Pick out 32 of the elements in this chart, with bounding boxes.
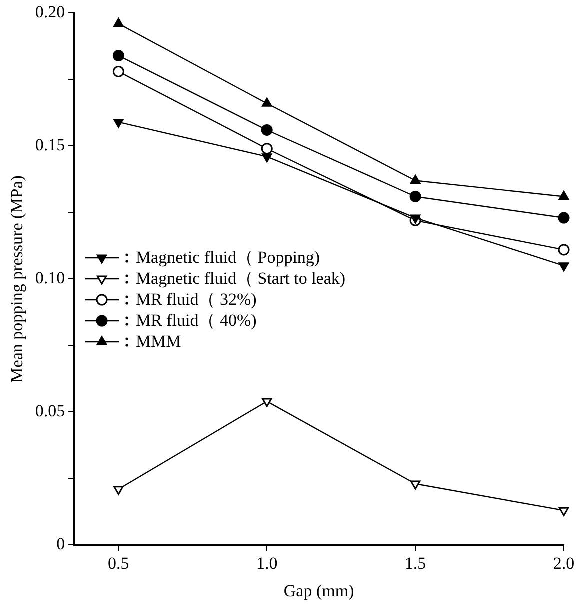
point [410,190,422,202]
point [410,480,421,490]
legend-label: MR fluid（ 40%) [136,310,257,332]
y-tick-label: 0.10 [35,268,66,288]
legend-label: Magnetic fluid（ Start to leak) [136,268,346,290]
point [558,507,570,516]
point [558,262,570,272]
x-tick-label: 1.0 [256,554,278,573]
point [410,175,421,184]
x-tick-label: 1.5 [404,554,426,573]
legend-label: Magnetic fluid（ Popping) [136,247,320,270]
y-axis-title: Mean popping pressure (MPa) [8,176,27,383]
y-tick-label: 0.20 [35,2,66,22]
point [112,50,124,62]
point [558,244,570,256]
x-axis-title: Gap (mm) [284,581,354,600]
x-tick-label: 2.0 [553,554,575,573]
legend-label: MMM [136,332,182,352]
y-tick-label: 0.05 [35,402,66,421]
y-tick-label: 0.15 [35,136,66,155]
y-tick-label: 0 [56,534,66,554]
point [262,98,272,107]
point [410,214,421,224]
point [261,143,273,155]
point [261,124,273,136]
point [114,18,124,28]
legend-label: MR fluid（ 32%) [136,289,257,312]
point [558,212,570,224]
point [262,398,272,408]
point [112,66,124,78]
x-tick-label: 0.5 [108,554,130,573]
point [114,486,124,496]
